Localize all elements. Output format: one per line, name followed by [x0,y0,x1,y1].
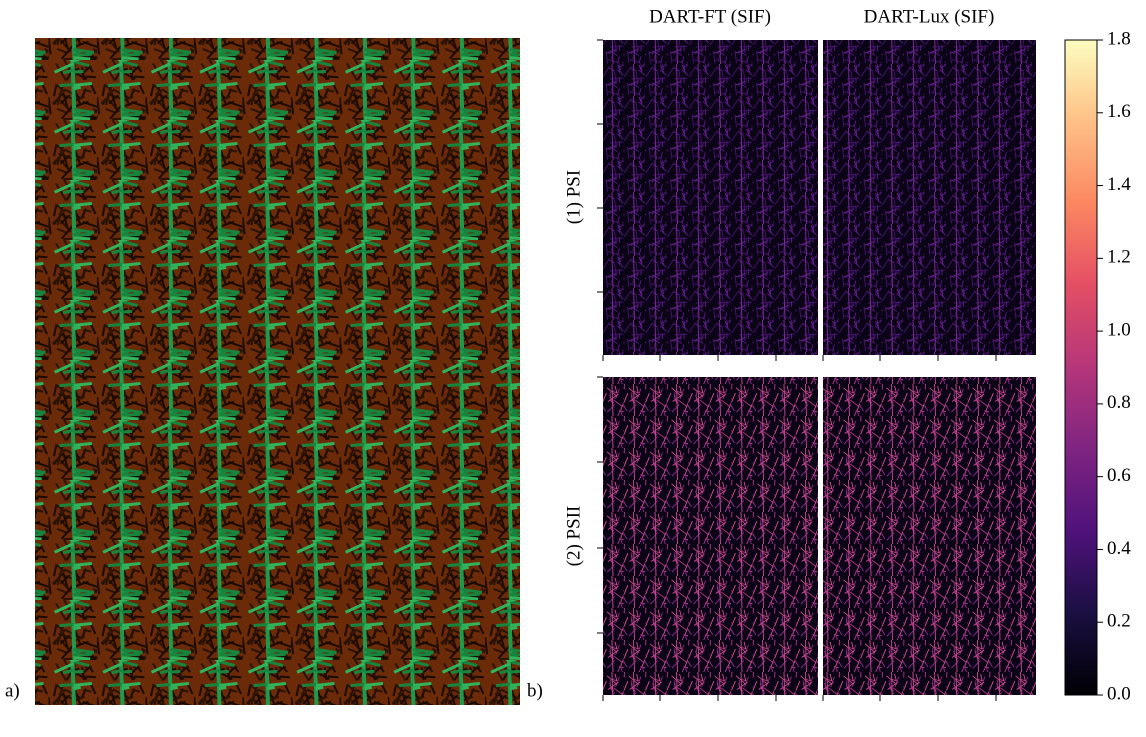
map-texture [603,40,818,355]
crop-texture [35,38,520,705]
sif-maps [603,40,1036,695]
column-title: DART-FT (SIF) [649,6,771,27]
row-label: (1) PSI [563,170,584,224]
colorbar-tick-label: 1.0 [1107,319,1131,340]
colorbar-ticks: 0.0 0.2 0.4 0.6 0.8 1.0 1.2 1.4 1.6 1.8 [1097,28,1131,704]
axis-ticks [597,39,997,701]
map-texture [823,40,1036,355]
colorbar-tick-label: 1.2 [1107,247,1131,268]
map-texture [823,377,1036,695]
colorbar-tick-label: 0.6 [1107,465,1131,486]
colorbar-tick-label: 0.0 [1107,683,1131,704]
row-label: (2) PSII [563,506,584,567]
panel-label: b) [527,680,543,701]
colorbar-tick-label: 0.2 [1107,611,1131,632]
colorbar-tick-label: 0.8 [1107,392,1131,413]
map-texture [603,377,818,695]
panel-label: a) [5,680,20,701]
colorbar-tick-label: 0.4 [1107,538,1131,559]
colorbar-tick-label: 1.8 [1107,28,1131,49]
colorbar-tick-label: 1.4 [1107,174,1131,195]
column-title: DART-Lux (SIF) [864,6,995,27]
colorbar [1064,39,1098,696]
colorbar-tick-label: 1.6 [1107,101,1131,122]
